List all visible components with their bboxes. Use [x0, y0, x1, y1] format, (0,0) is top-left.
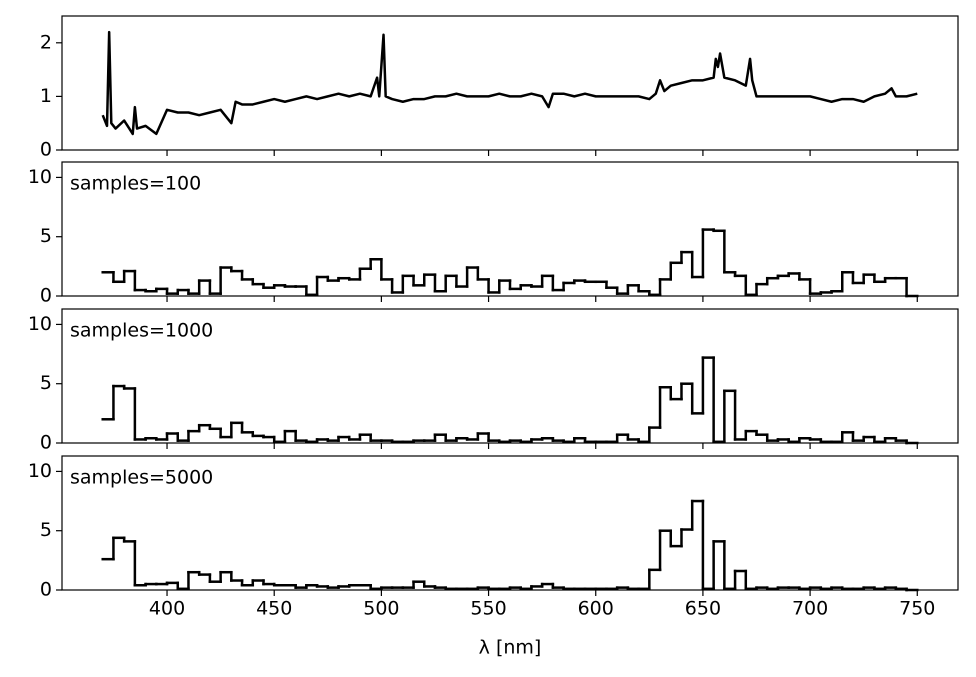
x-tick-label: 450 [256, 598, 292, 620]
y-tick-label: 0 [40, 285, 52, 307]
annotation: samples=1000 [70, 320, 213, 342]
x-tick-label: 400 [149, 598, 185, 620]
y-tick-label: 10 [28, 166, 52, 188]
axes-frame [61, 455, 959, 591]
x-tick-label: 550 [470, 598, 506, 620]
annotation: samples=100 [70, 173, 201, 195]
x-tick-label: 750 [899, 598, 935, 620]
annotation: samples=5000 [70, 467, 213, 489]
x-tick-label: 600 [578, 598, 614, 620]
x-tick-label: 500 [363, 598, 399, 620]
spectrum-line [101, 30, 918, 136]
y-tick-label: 0 [40, 579, 52, 601]
axes-frame [61, 308, 959, 444]
axes-frame [61, 161, 959, 297]
x-tick-label: 700 [792, 598, 828, 620]
y-tick-label: 10 [28, 313, 52, 335]
axes-frame [61, 15, 959, 151]
y-tick-label: 2 [40, 31, 52, 53]
y-tick-label: 0 [40, 432, 52, 454]
x-tick-label: 650 [685, 598, 721, 620]
y-tick-label: 1 [40, 85, 52, 107]
y-tick-label: 10 [28, 460, 52, 482]
y-tick-label: 0 [40, 139, 52, 161]
y-tick-label: 5 [40, 225, 52, 247]
y-tick-label: 5 [40, 372, 52, 394]
x-axis-label: λ [nm] [479, 637, 542, 659]
y-tick-label: 5 [40, 519, 52, 541]
